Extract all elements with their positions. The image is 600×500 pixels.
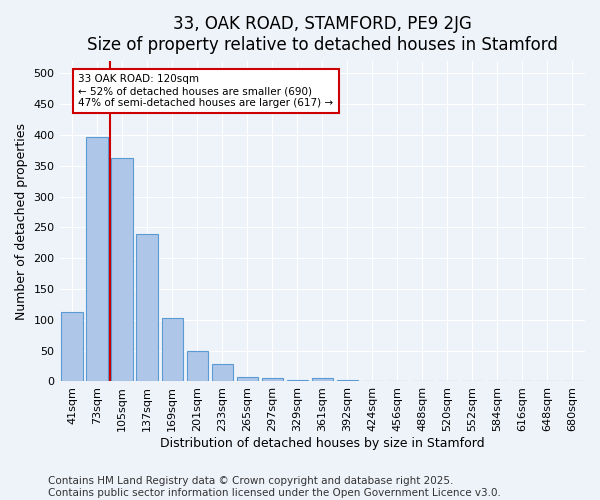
Bar	[136, 234, 158, 382]
Text: 33 OAK ROAD: 120sqm
← 52% of detached houses are smaller (690)
47% of semi-detac: 33 OAK ROAD: 120sqm ← 52% of detached ho…	[79, 74, 334, 108]
X-axis label: Distribution of detached houses by size in Stamford: Distribution of detached houses by size …	[160, 437, 485, 450]
Bar	[236, 376, 258, 382]
Bar	[362, 381, 383, 382]
Text: Contains HM Land Registry data © Crown copyright and database right 2025.
Contai: Contains HM Land Registry data © Crown c…	[48, 476, 501, 498]
Bar	[61, 312, 83, 382]
Title: 33, OAK ROAD, STAMFORD, PE9 2JG
Size of property relative to detached houses in : 33, OAK ROAD, STAMFORD, PE9 2JG Size of …	[87, 15, 558, 54]
Bar	[212, 364, 233, 382]
Bar	[337, 380, 358, 382]
Bar	[562, 381, 583, 382]
Y-axis label: Number of detached properties: Number of detached properties	[15, 122, 28, 320]
Bar	[86, 136, 108, 382]
Bar	[262, 378, 283, 382]
Bar	[161, 318, 183, 382]
Bar	[187, 350, 208, 382]
Bar	[462, 381, 483, 382]
Bar	[112, 158, 133, 382]
Bar	[311, 378, 333, 382]
Bar	[287, 380, 308, 382]
